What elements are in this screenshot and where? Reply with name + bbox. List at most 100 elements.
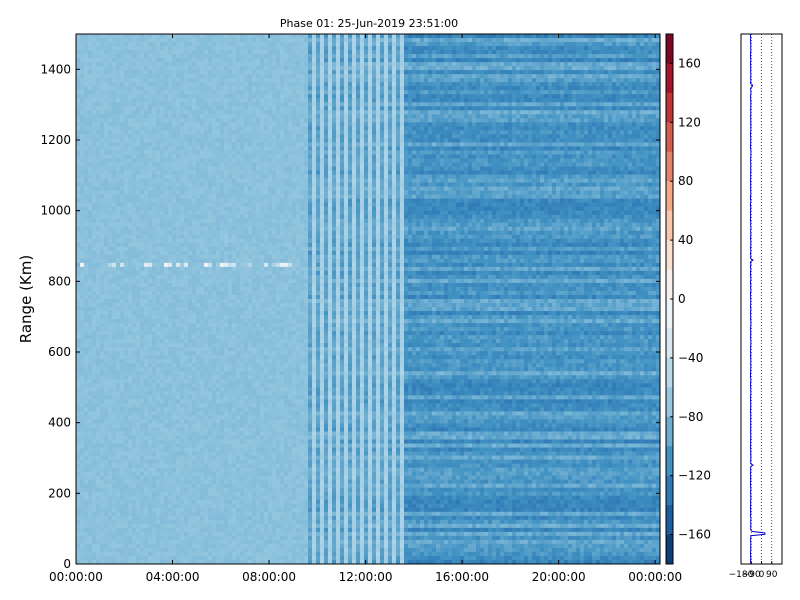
heatmap-cell [228, 142, 233, 147]
heatmap-cell [320, 122, 325, 127]
heatmap-cell [436, 166, 441, 171]
heatmap-cell [144, 66, 149, 71]
heatmap-cell [448, 122, 453, 127]
heatmap-cell [320, 90, 325, 95]
heatmap-cell [188, 114, 193, 119]
heatmap-cell [332, 146, 337, 151]
heatmap-cell [224, 142, 229, 147]
heatmap-cell [172, 106, 177, 111]
heatmap-cell [96, 118, 101, 123]
heatmap-cell [104, 82, 109, 87]
heatmap-cell [104, 78, 109, 83]
heatmap-cell [320, 98, 325, 103]
heatmap-cell [416, 58, 421, 63]
heatmap-cell [516, 46, 521, 51]
heatmap-cell [556, 122, 561, 127]
heatmap-cell [496, 78, 501, 83]
heatmap-cell [284, 66, 289, 71]
heatmap-cell [280, 50, 285, 55]
heatmap-cell [156, 158, 161, 163]
heatmap-cell [400, 50, 405, 55]
heatmap-cell [584, 166, 589, 171]
heatmap-cell [372, 38, 377, 43]
heatmap-cell [304, 54, 309, 59]
heatmap-cell [628, 106, 633, 111]
heatmap-cell [380, 118, 385, 123]
heatmap-cell [456, 50, 461, 55]
heatmap-cell [380, 70, 385, 75]
heatmap-cell [116, 94, 121, 99]
heatmap-cell [208, 70, 213, 75]
heatmap-cell [408, 82, 413, 87]
heatmap-cell [252, 62, 257, 67]
heatmap-cell [456, 46, 461, 51]
heatmap-cell [232, 70, 237, 75]
heatmap-cell [304, 158, 309, 163]
heatmap-cell [352, 78, 357, 83]
heatmap-cell [384, 114, 389, 119]
heatmap-cell [652, 34, 657, 39]
heatmap-cell [204, 58, 209, 63]
heatmap-cell [240, 162, 245, 167]
heatmap-cell [336, 34, 341, 39]
heatmap-cell [464, 54, 469, 59]
heatmap-cell [168, 122, 173, 127]
heatmap-cell [452, 102, 457, 107]
heatmap-cell [272, 58, 277, 63]
heatmap-cell [132, 94, 137, 99]
heatmap-cell [144, 106, 149, 111]
heatmap-cell [448, 54, 453, 59]
heatmap-cell [188, 86, 193, 91]
heatmap-cell [296, 102, 301, 107]
heatmap-cell [172, 142, 177, 147]
heatmap-cell [380, 154, 385, 159]
heatmap-cell [268, 58, 273, 63]
heatmap-cell [592, 74, 597, 79]
heatmap-cell [232, 154, 237, 159]
heatmap-cell [492, 126, 497, 131]
heatmap-cell [304, 118, 309, 123]
heatmap-cell [448, 38, 453, 43]
heatmap-cell [372, 122, 377, 127]
heatmap-cell [516, 102, 521, 107]
heatmap-cell [148, 98, 153, 103]
heatmap-cell [468, 102, 473, 107]
heatmap-cell [240, 50, 245, 55]
heatmap-cell [308, 158, 313, 163]
heatmap-cell [308, 62, 313, 67]
heatmap-cell [160, 94, 165, 99]
heatmap-cell [140, 94, 145, 99]
heatmap-cell [100, 102, 105, 107]
heatmap-cell [584, 54, 589, 59]
heatmap-cell [192, 34, 197, 39]
heatmap-cell [376, 94, 381, 99]
heatmap-cell [156, 134, 161, 139]
heatmap-cell [556, 74, 561, 79]
heatmap-cell [416, 94, 421, 99]
heatmap-cell [480, 154, 485, 159]
heatmap-cell [648, 146, 653, 151]
heatmap-cell [564, 74, 569, 79]
heatmap-cell [100, 130, 105, 135]
heatmap-cell [436, 46, 441, 51]
heatmap-cell [512, 138, 517, 143]
heatmap-cell [200, 42, 205, 47]
heatmap-cell [580, 50, 585, 55]
heatmap-cell [272, 122, 277, 127]
heatmap-cell [476, 126, 481, 131]
heatmap-cell [128, 106, 133, 111]
heatmap-cell [400, 62, 405, 67]
heatmap-cell [492, 162, 497, 167]
heatmap-cell [164, 38, 169, 43]
heatmap-cell [472, 102, 477, 107]
heatmap-cell [140, 78, 145, 83]
heatmap-cell [556, 78, 561, 83]
heatmap-cell [520, 90, 525, 95]
heatmap-cell [644, 42, 649, 47]
heatmap-cell [288, 70, 293, 75]
heatmap-cell [204, 122, 209, 127]
heatmap-cell [572, 82, 577, 87]
heatmap-cell [232, 166, 237, 171]
heatmap-cell [228, 86, 233, 91]
heatmap-cell [632, 70, 637, 75]
